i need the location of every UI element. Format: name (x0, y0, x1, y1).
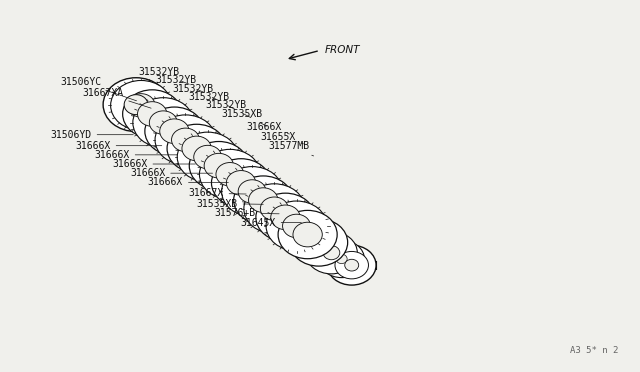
Ellipse shape (194, 145, 221, 169)
Ellipse shape (305, 231, 357, 274)
Ellipse shape (216, 163, 244, 186)
Text: 31577MB: 31577MB (269, 141, 314, 156)
Text: 31666X: 31666X (112, 159, 195, 169)
Text: 31532YB: 31532YB (205, 100, 251, 118)
Ellipse shape (111, 80, 172, 130)
Text: 31666X: 31666X (246, 122, 289, 134)
Ellipse shape (182, 136, 211, 161)
Text: 31535XB: 31535XB (222, 109, 267, 126)
Ellipse shape (345, 259, 358, 271)
Text: 31506YC: 31506YC (60, 77, 136, 101)
Text: 31655X: 31655X (260, 132, 303, 144)
Ellipse shape (160, 119, 189, 144)
Ellipse shape (127, 94, 155, 117)
Ellipse shape (123, 90, 182, 138)
Text: 31532YB: 31532YB (172, 84, 220, 101)
Ellipse shape (189, 141, 248, 190)
Ellipse shape (309, 234, 328, 251)
Ellipse shape (266, 201, 327, 251)
Ellipse shape (271, 205, 300, 230)
Ellipse shape (319, 240, 364, 278)
Text: 31532YB: 31532YB (155, 76, 205, 93)
Ellipse shape (124, 95, 148, 115)
Ellipse shape (283, 214, 310, 238)
Ellipse shape (323, 246, 340, 260)
Ellipse shape (293, 222, 323, 247)
Text: 31666X: 31666X (148, 177, 228, 187)
Text: 31532YB: 31532YB (189, 92, 235, 109)
Ellipse shape (155, 115, 216, 165)
Ellipse shape (167, 124, 226, 173)
Text: 31666X: 31666X (76, 141, 162, 151)
Ellipse shape (256, 193, 315, 241)
Text: 31506YD: 31506YD (51, 130, 133, 140)
Ellipse shape (172, 128, 200, 151)
Ellipse shape (327, 245, 376, 285)
Ellipse shape (335, 251, 369, 279)
Ellipse shape (177, 132, 238, 182)
Text: 31645X: 31645X (241, 218, 301, 228)
Ellipse shape (221, 167, 283, 217)
Ellipse shape (138, 102, 167, 126)
Ellipse shape (278, 211, 337, 259)
Ellipse shape (204, 153, 234, 178)
Text: A3 5* n 2: A3 5* n 2 (570, 346, 618, 355)
Text: FRONT: FRONT (325, 45, 360, 55)
Ellipse shape (248, 188, 278, 212)
Text: 31666X: 31666X (130, 168, 212, 178)
Ellipse shape (227, 171, 255, 195)
Text: 31666X: 31666X (95, 150, 178, 160)
Text: 31535XB: 31535XB (196, 199, 263, 209)
Text: 31667XA: 31667XA (82, 87, 151, 108)
Ellipse shape (103, 78, 169, 132)
Ellipse shape (238, 180, 266, 203)
Ellipse shape (200, 149, 260, 199)
Text: 31532YB: 31532YB (138, 67, 189, 84)
Ellipse shape (336, 254, 347, 264)
Ellipse shape (133, 98, 194, 148)
Text: 31667X: 31667X (188, 188, 246, 198)
Ellipse shape (145, 107, 204, 155)
Ellipse shape (260, 197, 288, 221)
Ellipse shape (290, 219, 348, 266)
Ellipse shape (211, 159, 271, 207)
Ellipse shape (234, 176, 292, 224)
Ellipse shape (244, 184, 305, 234)
Ellipse shape (149, 111, 177, 134)
Text: 31576+B: 31576+B (214, 208, 279, 218)
